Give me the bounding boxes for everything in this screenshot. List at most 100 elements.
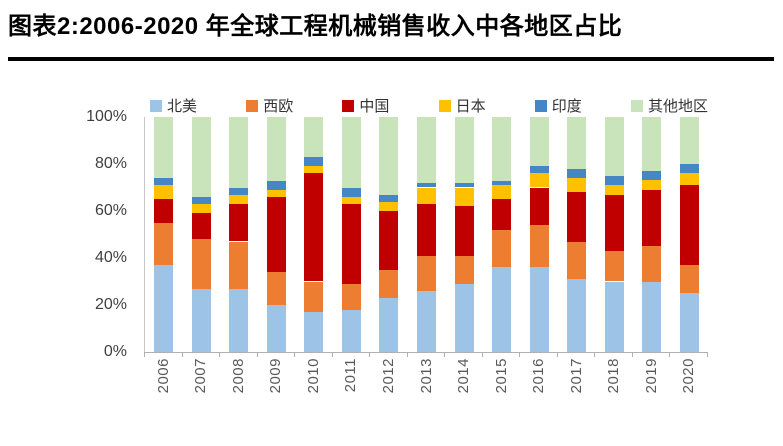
bar-segment-2012-6 [379,117,398,195]
bar-segment-2008-3 [229,203,248,242]
x-tick-label-2008: 2008 [230,358,247,394]
bar-segment-2017-4 [567,178,586,193]
bar-segment-2018-3 [605,194,624,251]
bar-segment-2010-5 [304,156,323,167]
bar-segment-2018-5 [605,175,624,186]
bar-segment-2008-6 [229,117,248,188]
legend-label: 日本 [455,98,486,115]
y-tick-label: 20% [94,296,127,313]
x-tick-label-2013: 2013 [418,358,435,394]
x-tick-label-2020: 2020 [680,358,697,394]
x-axis-tick [332,353,333,357]
legend-item-6: 其他地区 [630,95,708,116]
bar-segment-2015-3 [492,199,511,230]
x-axis-tick [182,353,183,357]
x-axis-tick [519,353,520,357]
bar-segment-2010-6 [304,117,323,157]
x-axis-tick [444,353,445,357]
bar-segment-2009-5 [267,180,286,190]
legend-label: 西欧 [263,98,294,115]
bar-segment-2015-4 [492,185,511,200]
x-tick-label-2006: 2006 [155,358,172,394]
legend-item-1: 北美 [150,95,197,116]
bar-segment-2009-3 [267,196,286,273]
bar-segment-2009-1 [267,305,286,352]
bar-segment-2014-5 [455,182,474,188]
bar-segment-2008-4 [229,194,248,204]
bar-segment-2014-1 [455,283,474,353]
x-tick-label-2007: 2007 [192,358,209,394]
bar-segment-2020-3 [680,185,699,266]
x-axis-tick [594,353,595,357]
bar-segment-2018-1 [605,281,624,352]
y-tick-label: 40% [94,249,127,266]
bar-segment-2013-5 [417,182,436,188]
bar-segment-2011-5 [342,187,361,197]
bar-segment-2007-6 [192,117,211,197]
bar-segment-2011-1 [342,309,361,352]
chart-legend: 北美 西欧 中国 日本 印度 其他地区 [150,95,708,116]
bar-segment-2011-3 [342,203,361,284]
bar-segment-2019-6 [642,117,661,172]
x-tick-label-2019: 2019 [643,358,660,394]
bar-segment-2016-1 [530,267,549,352]
x-tick-label-2009: 2009 [267,358,284,394]
legend-swatch-icon [630,99,643,112]
bar-segment-2017-3 [567,192,586,242]
x-axis-tick [632,353,633,357]
bar-segment-2018-2 [605,250,624,282]
x-axis-tick [257,353,258,357]
bar-segment-2017-6 [567,117,586,169]
bar-segment-2007-3 [192,213,211,240]
x-tick-label-2014: 2014 [455,358,472,394]
x-tick-label-2011: 2011 [342,358,359,393]
bar-segment-2015-1 [492,267,511,352]
bar-segment-2012-5 [379,194,398,202]
bar-segment-2019-5 [642,171,661,181]
bar-segment-2016-4 [530,173,549,188]
legend-item-2: 西欧 [246,95,293,116]
bar-segment-2006-5 [154,178,173,186]
bar-segment-2013-1 [417,290,436,352]
bar-segment-2009-6 [267,117,286,181]
x-axis-tick [407,353,408,357]
bar-segment-2008-5 [229,187,248,195]
bar-segment-2013-2 [417,255,436,291]
legend-label: 北美 [167,98,198,115]
legend-label: 中国 [359,98,390,115]
y-tick-label: 100% [86,108,127,125]
legend-swatch-icon [342,99,355,112]
x-axis-tick [707,353,708,357]
bar-segment-2020-6 [680,117,699,164]
bar-segment-2007-2 [192,239,211,289]
bar-segment-2010-1 [304,312,323,353]
x-tick-label-2012: 2012 [380,358,397,394]
bar-segment-2014-2 [455,255,474,284]
bar-segment-2020-5 [680,164,699,174]
figure-title: 图表2:2006-2020 年全球工程机械销售收入中各地区占比 [8,13,623,40]
y-tick-label: 60% [94,202,127,219]
bar-segment-2006-2 [154,222,173,266]
legend-label: 印度 [551,98,582,115]
bar-segment-2011-4 [342,196,361,204]
x-tick-label-2018: 2018 [605,358,622,394]
bar-segment-2010-4 [304,166,323,174]
bar-segment-2012-3 [379,211,398,270]
bar-segment-2012-2 [379,269,398,298]
bar-segment-2014-6 [455,117,474,183]
bar-segment-2016-3 [530,187,549,226]
x-axis-tick [482,353,483,357]
legend-item-5: 印度 [534,95,582,116]
bar-segment-2014-3 [455,206,474,256]
bar-segment-2015-6 [492,117,511,181]
bar-segment-2017-5 [567,168,586,179]
title-divider [8,57,774,61]
bar-segment-2006-4 [154,185,173,200]
y-tick-label: 80% [94,155,127,172]
bar-segment-2019-1 [642,281,661,352]
x-tick-label-2015: 2015 [493,358,510,394]
bar-segment-2011-6 [342,117,361,188]
bar-segment-2019-2 [642,246,661,282]
bar-segment-2016-2 [530,225,549,268]
